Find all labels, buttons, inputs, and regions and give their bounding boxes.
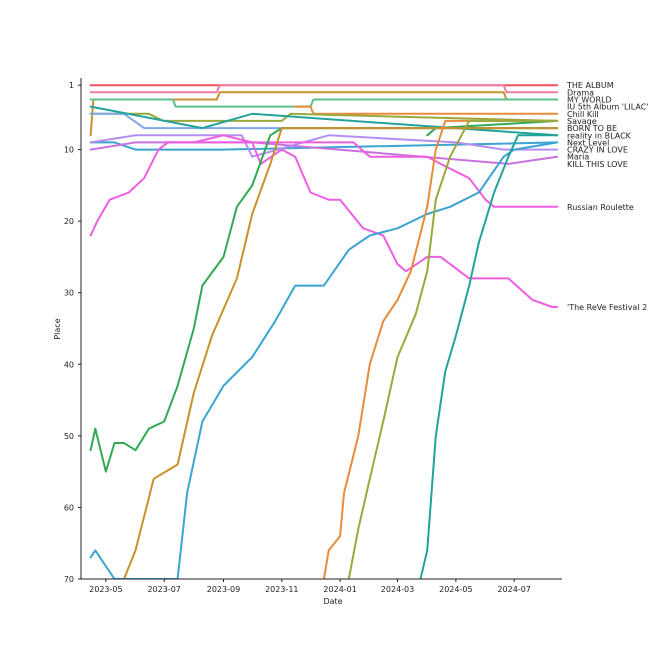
series-end-label: THE ALBUM: [566, 81, 614, 90]
axes: 2023-05 2023-07 2023-09 2023-11 2024-01 2024-…: [53, 78, 562, 606]
y-tick-label: 70: [64, 575, 74, 584]
series-end-label: BORN TO BE: [567, 124, 617, 133]
series-end-label: CRAZY IN LOVE: [567, 146, 628, 155]
series-line-unlabeled-17: [322, 119, 559, 579]
x-tick-label: 2024-01: [323, 585, 356, 594]
series-line-crazy-in-love: [89, 141, 559, 151]
series-end-label: Russian Roulette: [567, 203, 634, 212]
series-line-unlabeled-14: [89, 127, 559, 473]
series-end-label: Maria: [567, 153, 589, 162]
series-line-russian-roulette: [89, 134, 559, 308]
y-tick-label: 60: [64, 503, 74, 512]
x-tick-label: 2024-05: [439, 585, 472, 594]
series-line-drama: [89, 84, 559, 94]
x-tick-label: 2024-03: [381, 585, 414, 594]
x-axis-label: Date: [323, 597, 342, 606]
series-end-label: Chill Kill: [567, 110, 599, 119]
series-end-label: reality in BLACK: [567, 131, 632, 140]
y-tick-label: 50: [64, 432, 74, 441]
series-end-label: KILL THIS LOVE: [567, 160, 628, 169]
series-end-label: Savage: [567, 117, 597, 126]
y-axis-label: Place: [53, 318, 62, 339]
y-tick-label: 40: [64, 360, 74, 369]
x-tick-label: 2023-07: [147, 585, 180, 594]
series-line-savage: [89, 112, 559, 122]
series-lines: [89, 84, 559, 579]
y-tick-label: 20: [64, 217, 74, 226]
series-line-next-level: [89, 105, 559, 137]
x-tick-label: 2023-09: [207, 585, 240, 594]
series-end-label: 'The ReVe Festival 2: [567, 303, 647, 312]
series-line-unlabeled-19: [419, 134, 559, 579]
series-end-label: IU 5th Album 'LILAC': [567, 103, 649, 112]
y-tick-label: 30: [64, 289, 74, 298]
y-tick-label: 10: [64, 146, 74, 155]
series-end-label: Drama: [567, 88, 594, 97]
series-line-chill-kill: [294, 105, 559, 115]
series-line-kill-this-love: [89, 141, 559, 165]
x-tick-label: 2023-05: [89, 585, 122, 594]
series-line-maria: [89, 134, 559, 158]
y-axis-ticks: 1 10 20 30 40 50 60 70: [64, 81, 81, 584]
x-tick-label: 2023-11: [265, 585, 298, 594]
series-line-iu-5th-album-lilac: [89, 98, 559, 108]
series-line-unlabeled-16: [89, 141, 559, 579]
series-line-unlabeled-18: [347, 119, 559, 579]
x-axis-ticks: 2023-05 2023-07 2023-09 2023-11 2024-01 2024-…: [89, 579, 531, 594]
x-tick-label: 2024-07: [497, 585, 530, 594]
y-tick-label: 1: [69, 81, 74, 90]
series-line-the-reve-festival-2: [163, 141, 559, 208]
series-line-unlabeled-15: [123, 127, 559, 579]
series-end-label: Next Level: [567, 138, 609, 147]
series-end-label: MY WORLD: [567, 95, 612, 104]
